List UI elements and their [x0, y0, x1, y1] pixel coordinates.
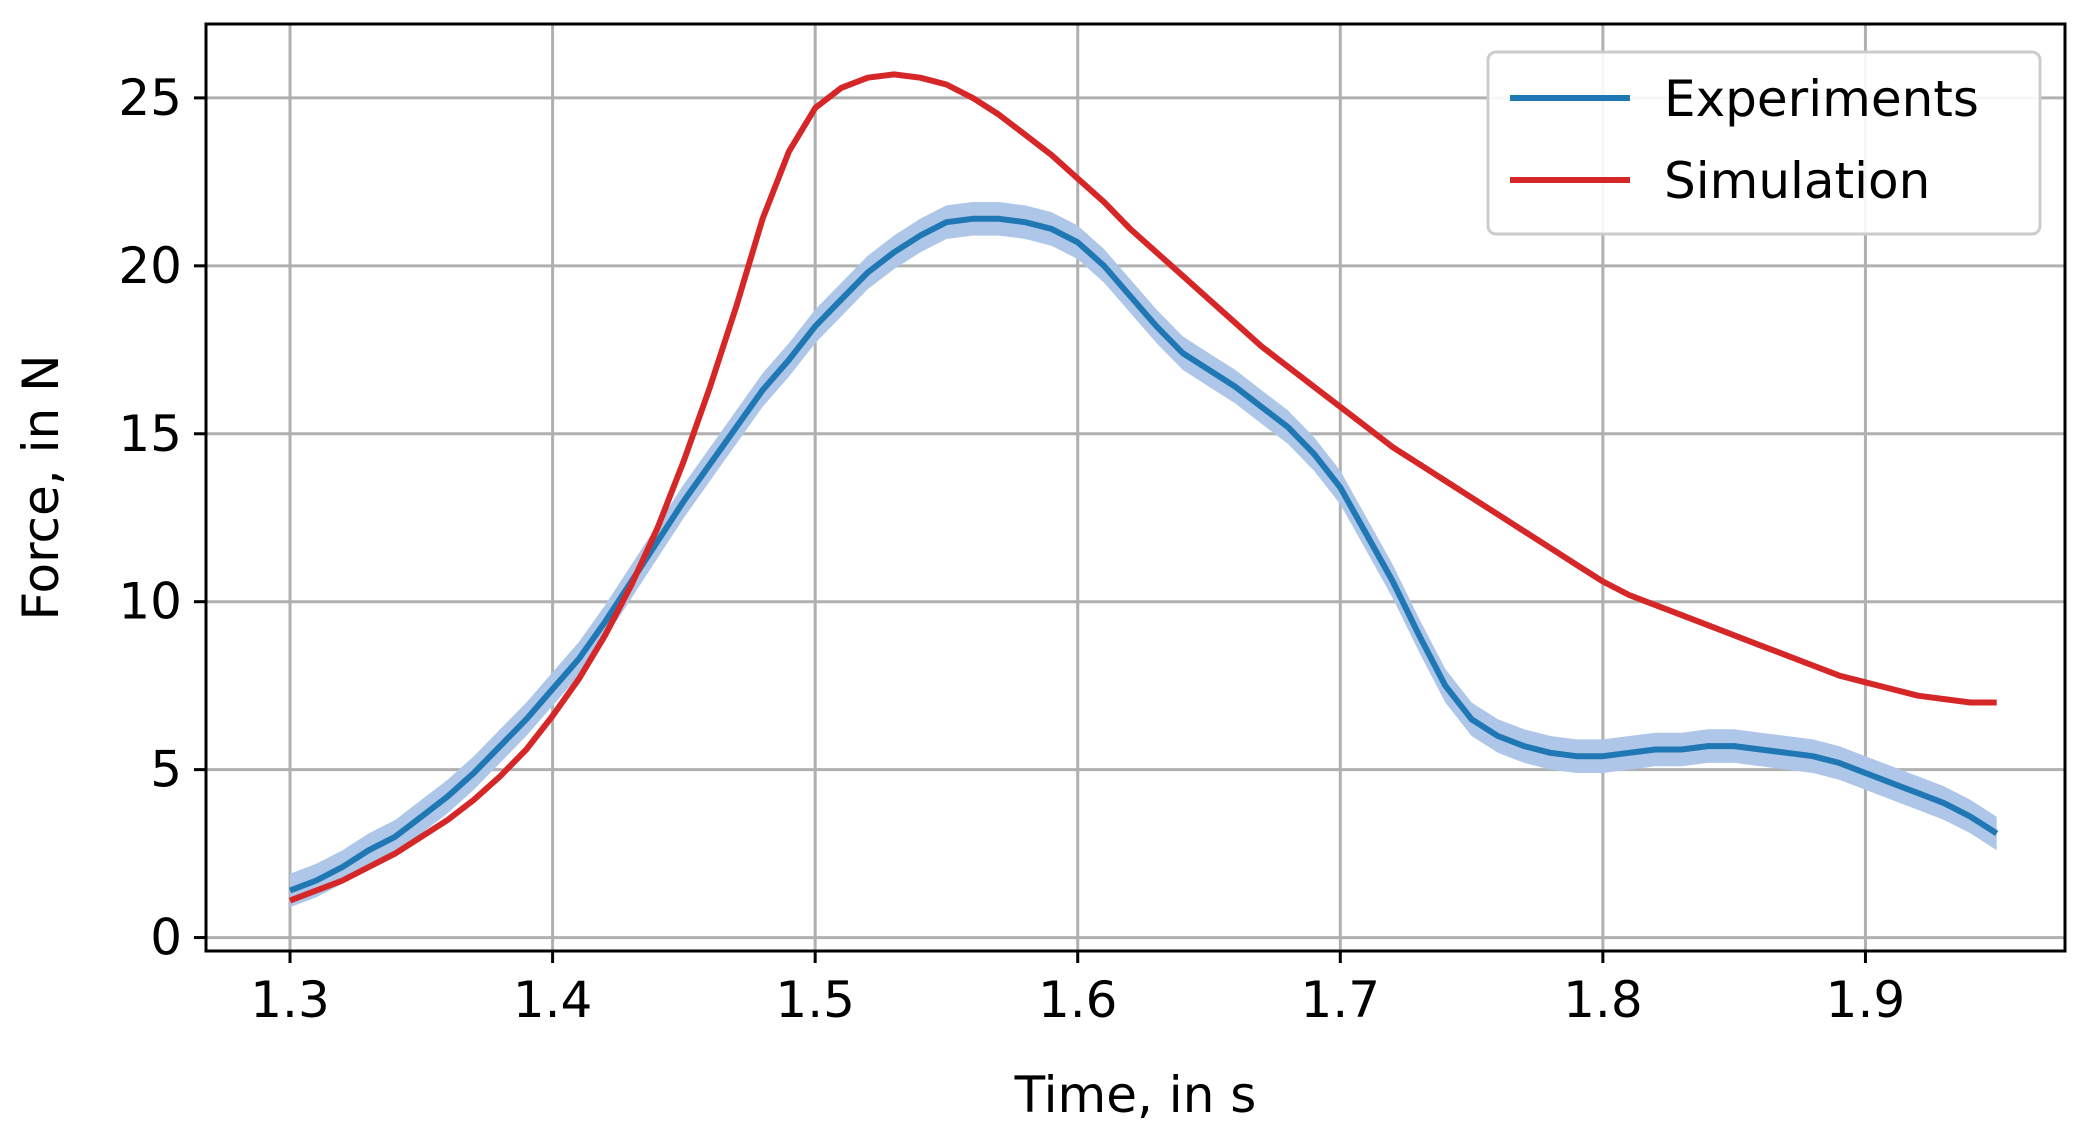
- y-axis-label: Force, in N: [12, 355, 70, 621]
- x-tick-label: 1.5: [775, 971, 855, 1029]
- y-tick-label: 0: [150, 909, 182, 967]
- x-tick-label: 1.9: [1826, 971, 1906, 1029]
- simulation-line: [288, 71, 1997, 904]
- y-tick-label: 5: [150, 741, 182, 799]
- y-tick-label: 25: [118, 69, 182, 127]
- x-tick-label: 1.7: [1301, 971, 1381, 1029]
- experiments-line: [288, 215, 1999, 894]
- plot-frame: [204, 22, 2067, 953]
- legend-label-simulation: Simulation: [1664, 152, 1930, 210]
- x-tick-label: 1.6: [1038, 971, 1118, 1029]
- x-tick-label: 1.4: [513, 971, 593, 1029]
- grid: [206, 24, 2065, 951]
- x-axis-label: Time, in s: [1014, 1066, 1257, 1124]
- legend: Experiments Simulation: [1486, 50, 2042, 236]
- x-tick-label: 1.3: [250, 971, 330, 1029]
- y-tick-label: 10: [118, 573, 182, 631]
- y-tick-label: 20: [118, 237, 182, 295]
- legend-label-experiments: Experiments: [1664, 70, 1979, 128]
- y-tick-label: 15: [118, 405, 182, 463]
- x-tick-label: 1.8: [1563, 971, 1643, 1029]
- axis-ticks: 1.3 1.4 1.5 1.6 1.7 1.8 1.9 0 5 10 15 20 25: [118, 69, 1905, 1029]
- series-layer: [288, 71, 1999, 904]
